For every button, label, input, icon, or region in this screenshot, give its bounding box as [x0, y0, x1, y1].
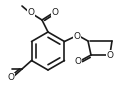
Text: O: O	[75, 57, 81, 67]
Text: O: O	[106, 50, 114, 60]
Text: O: O	[7, 74, 15, 83]
Text: O: O	[52, 8, 58, 16]
Text: O: O	[73, 32, 81, 40]
Text: O: O	[27, 8, 35, 16]
